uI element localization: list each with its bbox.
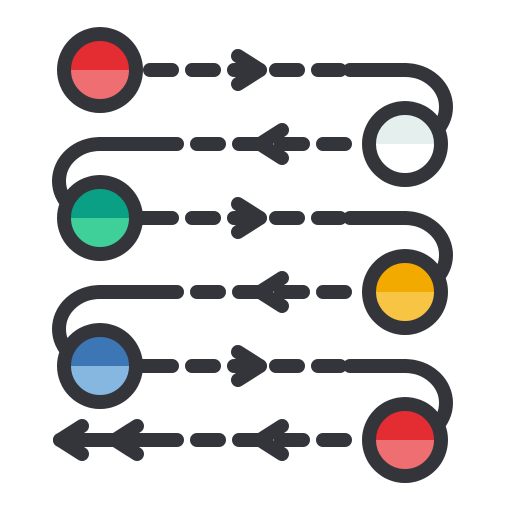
process-node-n4 <box>369 256 441 328</box>
process-flow-diagram <box>0 0 512 512</box>
process-node-n2 <box>369 108 441 180</box>
process-node-n6 <box>369 404 441 476</box>
process-node-n3 <box>64 182 136 254</box>
process-node-n1 <box>64 34 136 106</box>
process-node-n5 <box>64 330 136 402</box>
